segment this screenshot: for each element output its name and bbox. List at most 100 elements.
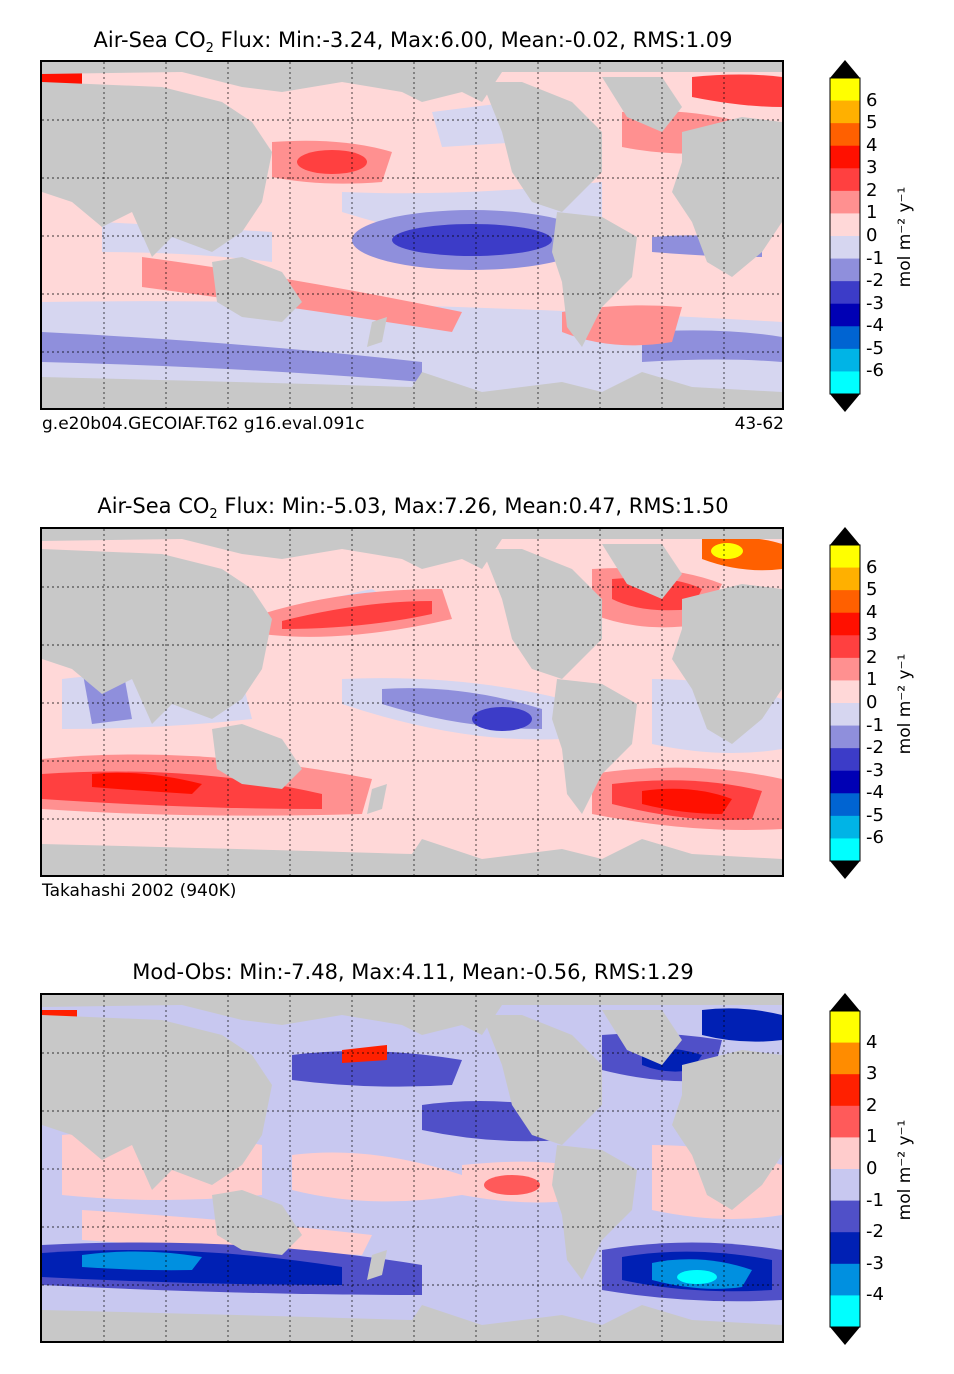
colorbar-1-svg xyxy=(829,60,861,412)
colorbar-swatch xyxy=(830,236,860,260)
panel-1-map xyxy=(40,60,784,410)
map-svg xyxy=(42,62,782,408)
colorbar-tick-label: -6 xyxy=(866,360,884,382)
colorbar-swatch xyxy=(830,1011,860,1044)
colorbar-swatch xyxy=(830,657,860,681)
colorbar-tick-label: 6 xyxy=(866,556,878,578)
colorbar-swatch xyxy=(830,100,860,124)
colorbar-tick-label: 0 xyxy=(866,692,878,713)
colorbar-swatch xyxy=(830,612,860,636)
colorbar-tick-label: -3 xyxy=(866,1252,884,1274)
title-subscript: 2 xyxy=(205,41,214,57)
colorbar-tick-label: 3 xyxy=(866,624,878,646)
colorbar-tick-label: -4 xyxy=(866,315,884,337)
colorbar-tick-label: -5 xyxy=(866,804,884,826)
colorbar-swatch xyxy=(830,78,860,102)
colorbar-tick-label: 4 xyxy=(866,1031,878,1053)
colorbar-swatch xyxy=(830,371,860,395)
title-text: Air-Sea CO xyxy=(97,494,210,518)
colorbar-swatch xyxy=(830,748,860,772)
panel-3-map xyxy=(40,993,784,1343)
colorbar-swatch xyxy=(830,348,860,372)
colorbar-1 xyxy=(829,60,861,416)
colorbar-swatch xyxy=(830,793,860,817)
colorbar-swatch xyxy=(830,815,860,839)
map-svg xyxy=(42,995,782,1341)
title-stats: Flux: Min:-5.03, Max:7.26, Mean:0.47, RM… xyxy=(224,494,729,518)
colorbar-swatch xyxy=(830,1263,860,1296)
title-stats: Mod-Obs: Min:-7.48, Max:4.11, Mean:-0.56… xyxy=(132,960,694,984)
panel-1-caption-left: g.e20b04.GECOIAF.T62 g16.eval.091c xyxy=(42,414,365,434)
colorbar-tick-label: 2 xyxy=(866,1094,878,1116)
colorbar-swatch xyxy=(830,567,860,591)
panel-3-title: Mod-Obs: Min:-7.48, Max:4.11, Mean:-0.56… xyxy=(40,960,786,984)
colorbar-swatch xyxy=(830,258,860,282)
colorbar-swatch xyxy=(830,190,860,214)
colorbar-tick-label: 1 xyxy=(866,202,878,224)
colorbar-tick-label: 0 xyxy=(866,1158,878,1179)
colorbar-tick-label: 1 xyxy=(866,669,878,691)
colorbar-2-unit: mol m⁻² y⁻¹ xyxy=(895,653,915,755)
colorbar-swatch xyxy=(830,1200,860,1233)
colorbar-swatch xyxy=(830,703,860,727)
colorbar-tick-label: 5 xyxy=(866,112,878,134)
colorbar-swatch xyxy=(830,545,860,569)
colorbar-swatch xyxy=(830,123,860,147)
colorbar-tick-label: -1 xyxy=(866,247,884,269)
colorbar-swatch xyxy=(830,213,860,237)
colorbar-tick-label: -1 xyxy=(866,714,884,736)
colorbar-swatch xyxy=(830,1295,860,1328)
colorbar-swatch xyxy=(830,303,860,327)
panel-1-caption-right: 43-62 xyxy=(734,414,784,434)
colorbar-swatch xyxy=(830,1042,860,1075)
colorbar-swatch xyxy=(830,281,860,305)
colorbar-3-svg xyxy=(829,993,861,1345)
colorbar-2 xyxy=(829,527,861,883)
colorbar-swatch xyxy=(830,326,860,350)
colorbar-swatch xyxy=(830,1074,860,1107)
colorbar-tick-label: -2 xyxy=(866,1221,884,1243)
colorbar-tick-label: -3 xyxy=(866,759,884,781)
title-subscript: 2 xyxy=(209,507,218,523)
colorbar-swatch xyxy=(830,145,860,169)
colorbar-1-unit: mol m⁻² y⁻¹ xyxy=(895,186,915,288)
colorbar-tick-label: 3 xyxy=(866,1063,878,1085)
title-stats: Flux: Min:-3.24, Max:6.00, Mean:-0.02, R… xyxy=(220,28,733,52)
colorbar-tick-label: -4 xyxy=(866,782,884,804)
colorbar-tick-label: 0 xyxy=(866,225,878,246)
colorbar-swatch xyxy=(830,168,860,192)
colorbar-tick-label: -6 xyxy=(866,827,884,849)
colorbar-2-svg xyxy=(829,527,861,879)
colorbar-3 xyxy=(829,993,861,1349)
colorbar-tick-label: 4 xyxy=(866,601,878,623)
colorbar-swatch xyxy=(830,1105,860,1138)
colorbar-tick-label: 2 xyxy=(866,646,878,668)
panel-2-caption-left: Takahashi 2002 (940K) xyxy=(42,881,237,901)
colorbar-tick-label: -1 xyxy=(866,1189,884,1211)
colorbar-tick-label: 5 xyxy=(866,579,878,601)
colorbar-swatch xyxy=(830,590,860,614)
colorbar-tick-label: -4 xyxy=(866,1284,884,1306)
colorbar-tick-label: 3 xyxy=(866,157,878,179)
colorbar-tick-label: -5 xyxy=(866,337,884,359)
colorbar-tick-label: 1 xyxy=(866,1126,878,1148)
colorbar-swatch xyxy=(830,680,860,704)
colorbar-tick-label: 2 xyxy=(866,179,878,201)
colorbar-tick-label: 4 xyxy=(866,134,878,156)
colorbar-tick-label: 6 xyxy=(866,89,878,111)
panel-2-map xyxy=(40,527,784,877)
colorbar-swatch xyxy=(830,1137,860,1170)
title-text: Air-Sea CO xyxy=(93,28,206,52)
colorbar-swatch xyxy=(830,1169,860,1202)
colorbar-swatch xyxy=(830,1232,860,1265)
panel-1-title: Air-Sea CO2 Flux: Min:-3.24, Max:6.00, M… xyxy=(40,28,786,56)
map-svg xyxy=(42,529,782,875)
colorbar-3-unit: mol m⁻² y⁻¹ xyxy=(895,1119,915,1221)
colorbar-swatch xyxy=(830,838,860,862)
colorbar-tick-label: -3 xyxy=(866,292,884,314)
colorbar-swatch xyxy=(830,635,860,659)
colorbar-tick-label: -2 xyxy=(866,737,884,759)
colorbar-tick-label: -2 xyxy=(866,270,884,292)
colorbar-swatch xyxy=(830,770,860,794)
colorbar-swatch xyxy=(830,725,860,749)
